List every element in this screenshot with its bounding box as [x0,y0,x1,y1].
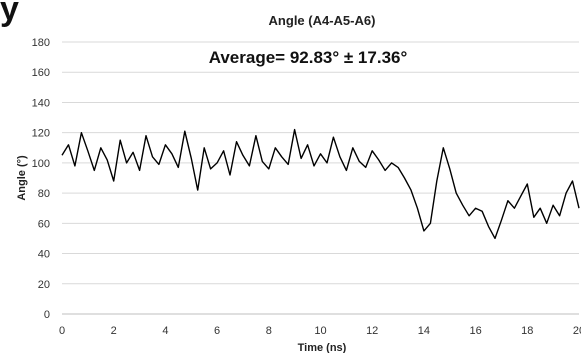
y-tick-label-60: 60 [38,218,50,230]
series-line [61,128,580,240]
y-tick-label-80: 80 [38,188,50,200]
x-tick-label-2: 2 [111,325,117,337]
y-tick-label-160: 160 [32,67,50,79]
x-tick-label-0: 0 [59,325,65,337]
x-tick-label-18: 18 [521,325,533,337]
x-tick-label-12: 12 [366,325,378,337]
y-tick-label-140: 140 [32,97,50,109]
x-tick-label-6: 6 [214,325,220,337]
panel-letter: y [0,0,19,28]
x-tick-label-20: 20 [573,325,581,337]
x-tick-label-16: 16 [469,325,481,337]
x-tick-label-14: 14 [418,325,430,337]
y-tick-label-20: 20 [38,279,50,291]
y-tick-label-40: 40 [38,249,50,261]
y-tick-labels: 0 20 40 60 80 100 120 140 160 180 [32,37,50,321]
x-tick-labels: 0 2 4 6 8 10 12 14 16 18 20 [59,325,581,337]
average-annotation: Average= 92.83° ± 17.36° [209,48,408,67]
y-tick-label-0: 0 [44,309,50,321]
y-tick-label-120: 120 [32,128,50,140]
chart-title: Angle (A4-A5-A6) [269,13,376,28]
x-tick-label-4: 4 [162,325,168,337]
x-axis-label: Time (ns) [298,342,347,353]
y-tick-label-100: 100 [32,158,50,170]
y-axis-label: Angle (°) [16,155,28,201]
y-tick-label-180: 180 [32,37,50,49]
x-tick-label-8: 8 [266,325,272,337]
grid-lines [62,41,579,315]
x-tick-label-10: 10 [314,325,326,337]
